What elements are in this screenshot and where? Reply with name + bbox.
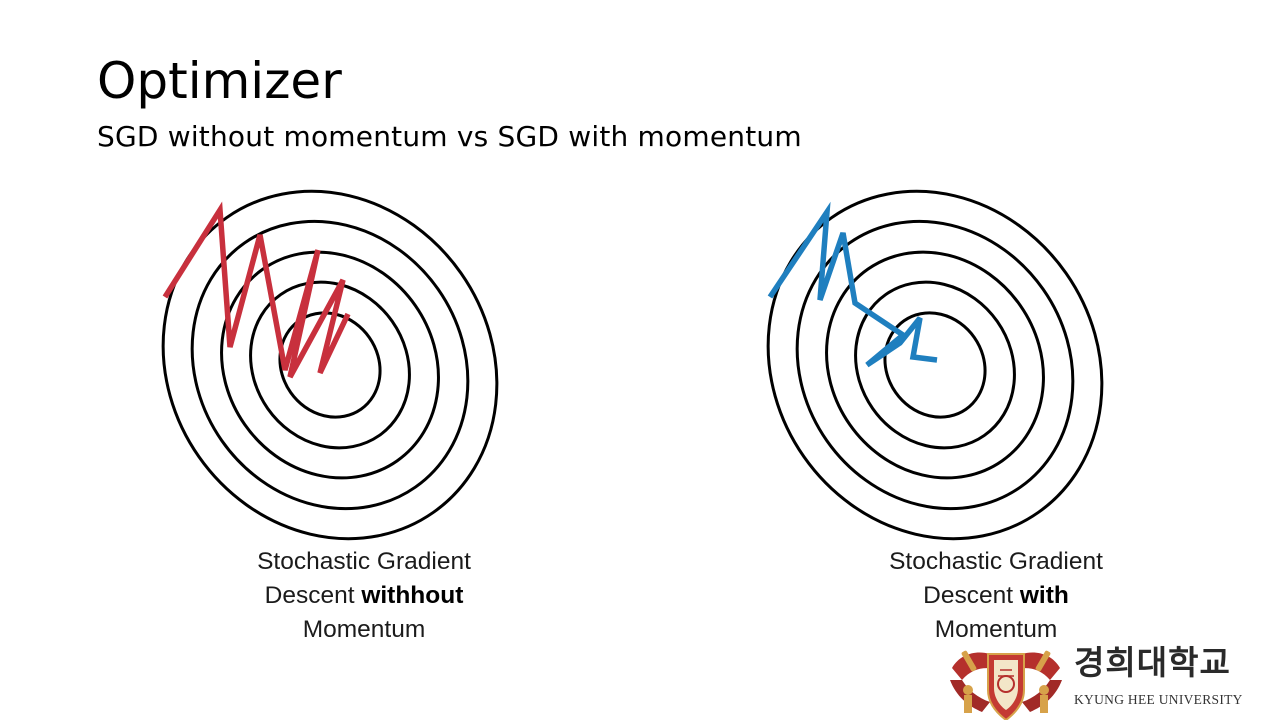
- university-emblem-icon: [950, 650, 1062, 720]
- contour-ring-4: [854, 280, 1016, 450]
- slide-title: Optimizer: [97, 52, 342, 110]
- caption-with-momentum: Stochastic Gradient Descent with Momentu…: [836, 545, 1156, 647]
- contour-ring-1: [766, 189, 1104, 541]
- caption-emphasis: withhout: [361, 582, 464, 609]
- caption-line-2-text: Descent: [923, 582, 1020, 609]
- contour-ring-3: [220, 250, 440, 480]
- contour-ring-5: [883, 311, 987, 419]
- diagram-sgd-without-momentum: [161, 189, 499, 541]
- caption-line-3: Momentum: [934, 616, 1058, 643]
- contour-ring-3: [825, 250, 1045, 480]
- caption-line-1: Stochastic Gradient: [257, 548, 471, 575]
- caption-line-2-text: Descent: [264, 582, 362, 609]
- gradient-path-zigzag: [162, 201, 351, 379]
- caption-line-2: Descent with: [836, 579, 1156, 613]
- contour-rings: [766, 189, 1104, 541]
- contour-ring-4: [249, 280, 411, 450]
- slide-subtitle: SGD without momentum vs SGD with momentu…: [97, 120, 802, 153]
- contour-ring-2: [795, 219, 1075, 511]
- university-name-english: KYUNG HEE UNIVERSITY: [1074, 692, 1243, 707]
- diagram-sgd-with-momentum: [766, 189, 1104, 541]
- caption-line-3: Momentum: [302, 616, 426, 643]
- university-name-korean: 경희대학교: [1074, 643, 1231, 682]
- caption-line-2: Descent withhout: [204, 579, 524, 613]
- caption-emphasis: with: [1019, 582, 1069, 609]
- gradient-path-smooth: [767, 201, 938, 368]
- contour-ring-5: [278, 311, 382, 419]
- contour-ring-1: [161, 189, 499, 541]
- contour-rings: [161, 189, 499, 541]
- contour-ring-2: [190, 219, 470, 511]
- university-logo: 경희대학교 KYUNG HEE UNIVERSITY: [946, 640, 1276, 720]
- caption-line-1: Stochastic Gradient: [889, 548, 1103, 575]
- caption-without-momentum: Stochastic Gradient Descent withhout Mom…: [204, 545, 524, 647]
